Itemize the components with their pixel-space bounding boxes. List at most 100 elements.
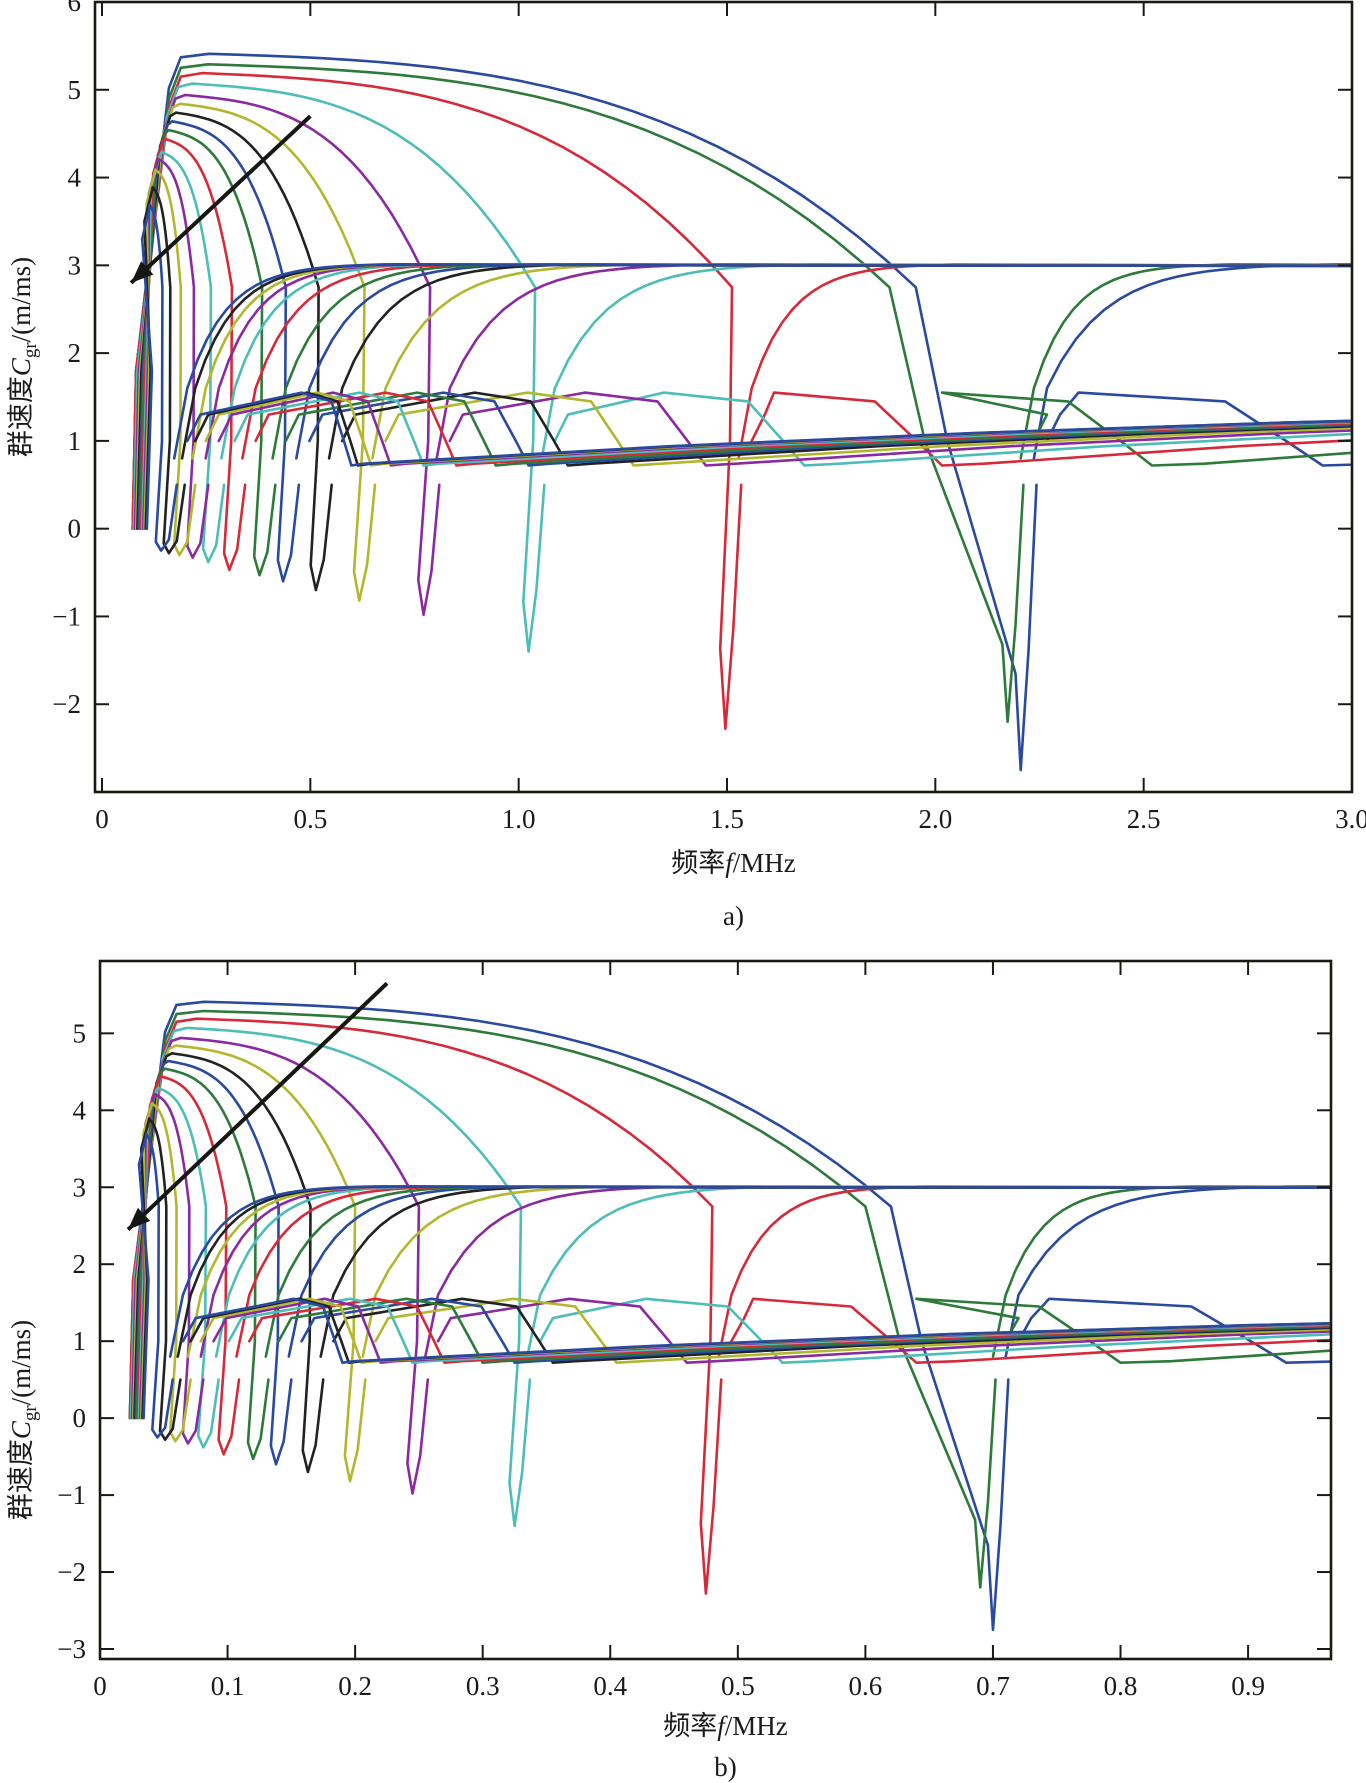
chart-a-series — [131, 52, 1352, 772]
chart-b-curve-4-mode-3 — [538, 1297, 1331, 1364]
chart-b-x-tick-label: 0.9 — [1231, 1671, 1265, 1701]
chart-a-panel-label: a) — [723, 901, 744, 931]
chart-a-curve-11-mode-3 — [233, 391, 1352, 467]
chart-b-curve-12-mode-3 — [212, 1297, 1331, 1364]
chart-a-curve-13-mode-3 — [204, 391, 1352, 467]
chart-b-ylabel-var: C — [6, 1420, 36, 1439]
chart-b-curve-10-mode-3 — [248, 1297, 1331, 1364]
chart-b-curve-7-mode-3 — [332, 1297, 1331, 1364]
chart-a-y-tick-label: −2 — [52, 689, 81, 719]
chart-a-curve-10-mode-1 — [139, 137, 247, 572]
chart-b-y-tick-label: 1 — [73, 1326, 87, 1356]
chart-a-curve-10-mode-3 — [254, 391, 1352, 467]
chart-a-y-axis-label: 群速度Cgr/(m/ms) — [6, 257, 41, 457]
chart-b-x-tick-label: 0.7 — [976, 1671, 1010, 1701]
chart-a-x-tick-label: 0 — [95, 804, 109, 834]
chart-a-y-tick-label: 5 — [68, 75, 82, 105]
chart-a-curve-3-mode-2 — [737, 263, 1352, 460]
chart-a-ylabel-prefix: 群速度 — [6, 376, 36, 457]
chart-a-y-tick-label: 1 — [68, 426, 82, 456]
chart-a-ylabel-suffix: /(m/ms) — [6, 257, 36, 343]
chart-b-x-tick-label: 0.1 — [211, 1671, 245, 1701]
chart-a-curve-7-mode-2 — [327, 263, 1352, 460]
chart-a-y-ticks: −2 −1 0 1 2 3 4 5 6 — [52, 0, 1352, 719]
chart-a-curve-10-mode-2 — [241, 263, 1352, 460]
chart-b-curve-14-mode-1 — [139, 1117, 182, 1441]
chart-a-curve-7-mode-3 — [340, 391, 1352, 467]
chart-a-y-tick-label: 6 — [68, 0, 82, 17]
chart-a-xlabel-prefix: 频率 — [671, 848, 725, 878]
chart-a-x-tick-label: 1.5 — [710, 804, 744, 834]
chart-a-curve-15-mode-2 — [172, 263, 1352, 460]
chart-a-x-tick-label: 2.5 — [1127, 804, 1161, 834]
chart-a-curve-9-mode-3 — [284, 391, 1352, 467]
chart-a-curve-15-mode-1 — [140, 203, 179, 552]
chart-b-curve-10-mode-1 — [136, 1075, 241, 1456]
chart-a-x-ticks: 0 0.5 1.0 1.5 2.0 2.5 3.0 — [95, 2, 1366, 834]
chart-a-y-tick-label: 4 — [68, 163, 82, 193]
chart-b-arrow-shaft — [126, 981, 389, 1232]
chart-b-curve-11-mode-3 — [227, 1297, 1331, 1364]
chart-b-ylabel-prefix: 群速度 — [6, 1439, 36, 1520]
chart-a-curve-12-mode-1 — [142, 157, 210, 559]
chart-b-y-tick-label: −1 — [57, 1480, 86, 1510]
chart-a-x-tick-label: 3.0 — [1335, 804, 1366, 834]
chart-a-curve-9-mode-2 — [271, 263, 1352, 460]
chart-b-curve-15-mode-3 — [181, 1297, 1331, 1364]
chart-b-y-tick-label: 5 — [73, 1018, 87, 1048]
chart-a-arrow-shaft — [129, 114, 312, 285]
chart-a-x-axis-label: 频率f/MHz — [671, 848, 796, 878]
chart-a-curve-3-mode-3 — [750, 391, 1352, 467]
chart-b-panel-label: b) — [714, 1752, 737, 1782]
chart-b-x-tick-label: 0.3 — [466, 1671, 500, 1701]
chart-b-curve-3-mode-3 — [730, 1297, 1331, 1364]
chart-b-curve-2-mode-3 — [915, 1297, 1331, 1364]
chart-a-curve-1-mode-1 — [131, 52, 1038, 772]
chart-a-xlabel-suffix: /MHz — [733, 848, 796, 878]
chart-b-y-axis-label: 群速度Cgr/(m/ms) — [6, 1320, 41, 1520]
chart-b-y-tick-label: 0 — [73, 1403, 87, 1433]
chart-a-curve-11-mode-1 — [140, 150, 226, 564]
chart-b-curve-12-mode-1 — [138, 1092, 205, 1445]
chart-b-curve-6-mode-2 — [361, 1185, 1331, 1358]
chart-b-ylabel-sub: gr — [20, 1405, 41, 1422]
chart-b-arrow — [126, 981, 389, 1232]
chart-a-curve-6-mode-3 — [384, 391, 1352, 467]
chart-b-x-tick-label: 0.4 — [593, 1671, 627, 1701]
chart-b-xlabel-prefix: 频率 — [663, 1711, 717, 1741]
chart-a-xlabel-var: f — [725, 848, 736, 878]
chart-b-x-tick-label: 0.8 — [1104, 1671, 1138, 1701]
chart-a-curve-4-mode-3 — [553, 391, 1352, 467]
chart-a-curve-4-mode-2 — [540, 263, 1352, 460]
chart-b-y-tick-label: 2 — [73, 1249, 87, 1279]
chart-b-x-tick-label: 0 — [93, 1671, 107, 1701]
chart-b-xlabel-suffix: /MHz — [725, 1711, 788, 1741]
chart-b-x-axis-label: 频率f/MHz — [663, 1711, 788, 1741]
chart-a-curve-12-mode-3 — [217, 391, 1352, 467]
chart-a-curve-5-mode-3 — [448, 391, 1352, 467]
chart-a-x-tick-label: 1.0 — [502, 804, 536, 834]
chart-a-y-tick-label: 3 — [68, 250, 82, 280]
chart-b-y-tick-label: 3 — [73, 1172, 87, 1202]
chart-b: 0 0.1 0.2 0.3 0.4 0.5 0.6 0.7 0.8 0.9 −3 −2 −1 0 1 2 3 4… — [6, 959, 1333, 1782]
chart-b-curve-9-mode-3 — [277, 1297, 1331, 1364]
chart-a-y-tick-label: −1 — [52, 601, 81, 631]
chart-b-curve-5-mode-2 — [424, 1185, 1331, 1358]
chart-b-y-ticks: −3 −2 −1 0 1 2 3 4 5 — [57, 1018, 1331, 1664]
chart-a-arrow-head-icon — [131, 261, 154, 283]
chart-b-series — [128, 1000, 1331, 1632]
chart-b-arrow-head-icon — [128, 1207, 151, 1230]
chart-b-curve-1-mode-1 — [128, 1000, 1010, 1632]
chart-a-curve-1-mode-3 — [1045, 391, 1352, 467]
chart-b-curve-7-mode-2 — [319, 1185, 1331, 1358]
chart-b-curve-9-mode-2 — [264, 1185, 1331, 1358]
chart-b-curve-8-mode-2 — [287, 1185, 1331, 1358]
chart-a-frame — [93, 0, 1354, 794]
chart-b-xlabel-var: f — [717, 1711, 728, 1741]
chart-a-curve-9-mode-1 — [138, 128, 277, 577]
chart-b-y-tick-label: 4 — [73, 1095, 87, 1125]
chart-a-x-tick-label: 2.0 — [918, 804, 952, 834]
chart-b-curve-5-mode-3 — [436, 1297, 1331, 1364]
